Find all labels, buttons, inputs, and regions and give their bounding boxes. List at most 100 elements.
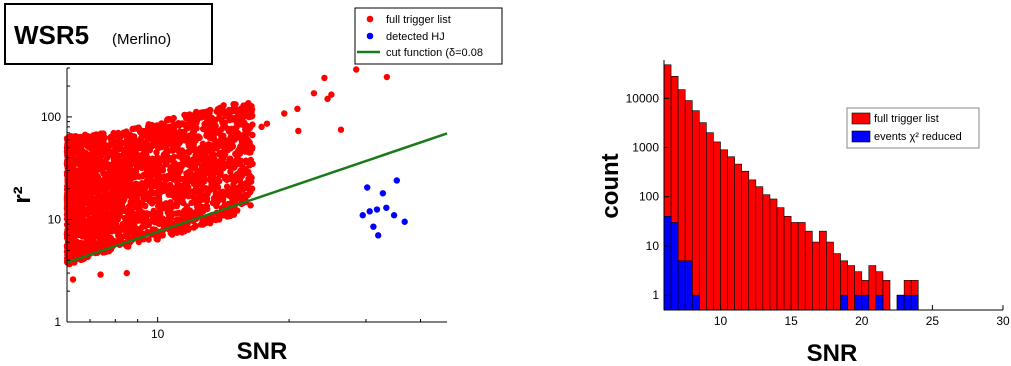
red-histogram-bar xyxy=(727,156,735,311)
red-point xyxy=(246,149,253,156)
red-point xyxy=(83,175,90,183)
red-point xyxy=(143,154,150,161)
red-histogram-bar xyxy=(762,194,771,311)
red-point xyxy=(235,188,242,195)
red-point xyxy=(228,125,235,132)
red-outlier-point xyxy=(248,109,255,116)
red-point xyxy=(163,186,171,193)
red-point xyxy=(125,203,133,210)
red-point xyxy=(130,133,138,140)
red-point xyxy=(217,170,224,178)
red-point xyxy=(87,208,94,216)
blue-point xyxy=(373,206,381,213)
blue-histogram-bar xyxy=(910,294,919,311)
red-point xyxy=(161,219,168,226)
red-point xyxy=(229,185,236,192)
red-point xyxy=(148,121,156,129)
red-histogram-bar xyxy=(734,163,742,311)
red-point xyxy=(140,171,148,178)
red-point xyxy=(130,186,137,193)
red-point xyxy=(202,146,210,153)
red-point xyxy=(248,185,256,192)
left-y-tick-label: 100 xyxy=(41,110,61,124)
red-point xyxy=(149,155,156,162)
red-point xyxy=(207,106,214,114)
red-point xyxy=(86,165,94,172)
red-point xyxy=(78,170,85,177)
red-point xyxy=(249,131,256,139)
red-point xyxy=(150,207,157,215)
red-point xyxy=(123,138,130,146)
red-histogram-bar xyxy=(776,207,785,311)
red-point xyxy=(198,109,205,117)
red-point xyxy=(97,233,105,241)
red-point xyxy=(176,198,183,205)
red-point xyxy=(158,143,165,151)
red-point xyxy=(102,196,109,203)
blue-point xyxy=(364,184,371,191)
red-point xyxy=(232,197,239,204)
red-point xyxy=(98,220,105,227)
red-point xyxy=(165,172,172,179)
red-point xyxy=(90,215,97,223)
right-x-axis-label: SNR xyxy=(807,340,858,366)
red-point xyxy=(216,216,223,223)
red-point xyxy=(156,198,163,205)
red-point xyxy=(247,202,254,209)
legend-label-cut-function: cut function (δ=0.08 xyxy=(386,47,483,59)
red-point xyxy=(77,201,84,208)
red-histogram-bar xyxy=(706,132,714,311)
red-point xyxy=(205,162,212,170)
right-legend: full trigger list events χ² reduced xyxy=(846,107,980,149)
red-outlier-point xyxy=(97,271,104,278)
red-point xyxy=(127,142,135,149)
red-point xyxy=(220,102,227,109)
red-point xyxy=(178,186,185,193)
red-point xyxy=(188,164,195,171)
legend-label-full-trigger: full trigger list xyxy=(386,14,451,26)
right-y-tick-label: 10000 xyxy=(626,91,660,105)
red-point xyxy=(200,151,208,158)
red-histogram-bar xyxy=(755,186,764,311)
red-point xyxy=(230,174,237,181)
red-point xyxy=(64,211,71,218)
red-point xyxy=(170,114,177,122)
red-point xyxy=(193,125,200,132)
red-point xyxy=(181,137,188,144)
red-point xyxy=(142,213,149,220)
left-y-tick-label: 10 xyxy=(48,212,62,226)
red-point xyxy=(148,132,155,140)
red-point xyxy=(121,220,128,227)
red-point xyxy=(69,201,77,208)
red-point xyxy=(217,136,224,143)
red-point xyxy=(140,188,147,195)
right-y-axis-label: count xyxy=(597,153,624,218)
red-point xyxy=(122,149,130,157)
right-x-tick-label: 30 xyxy=(996,314,1010,328)
red-point xyxy=(67,244,74,251)
red-point xyxy=(76,210,84,217)
red-point xyxy=(112,182,120,189)
red-point xyxy=(223,183,231,190)
red-point xyxy=(83,221,90,228)
red-point xyxy=(176,134,184,141)
red-outlier-point xyxy=(263,120,271,127)
left-x-axis-label: SNR xyxy=(237,338,288,365)
red-point xyxy=(107,133,115,141)
red-point xyxy=(225,160,232,167)
red-point xyxy=(167,199,174,206)
red-outlier-point xyxy=(337,126,345,133)
red-point xyxy=(111,198,119,205)
right-x-tick-label: 25 xyxy=(926,314,940,328)
red-point xyxy=(235,158,242,165)
red-point xyxy=(156,173,163,180)
blue-histogram-bar xyxy=(691,294,700,311)
red-point xyxy=(160,151,168,158)
blue-point xyxy=(379,190,387,197)
red-point xyxy=(153,215,161,222)
red-point xyxy=(181,207,188,214)
red-histogram-bar xyxy=(741,170,750,311)
red-point xyxy=(136,203,143,210)
scatter-chart: 1 10 100 10 SNR r² WSR5 (Merlino) full trig… xyxy=(4,3,503,365)
red-point xyxy=(70,213,77,220)
